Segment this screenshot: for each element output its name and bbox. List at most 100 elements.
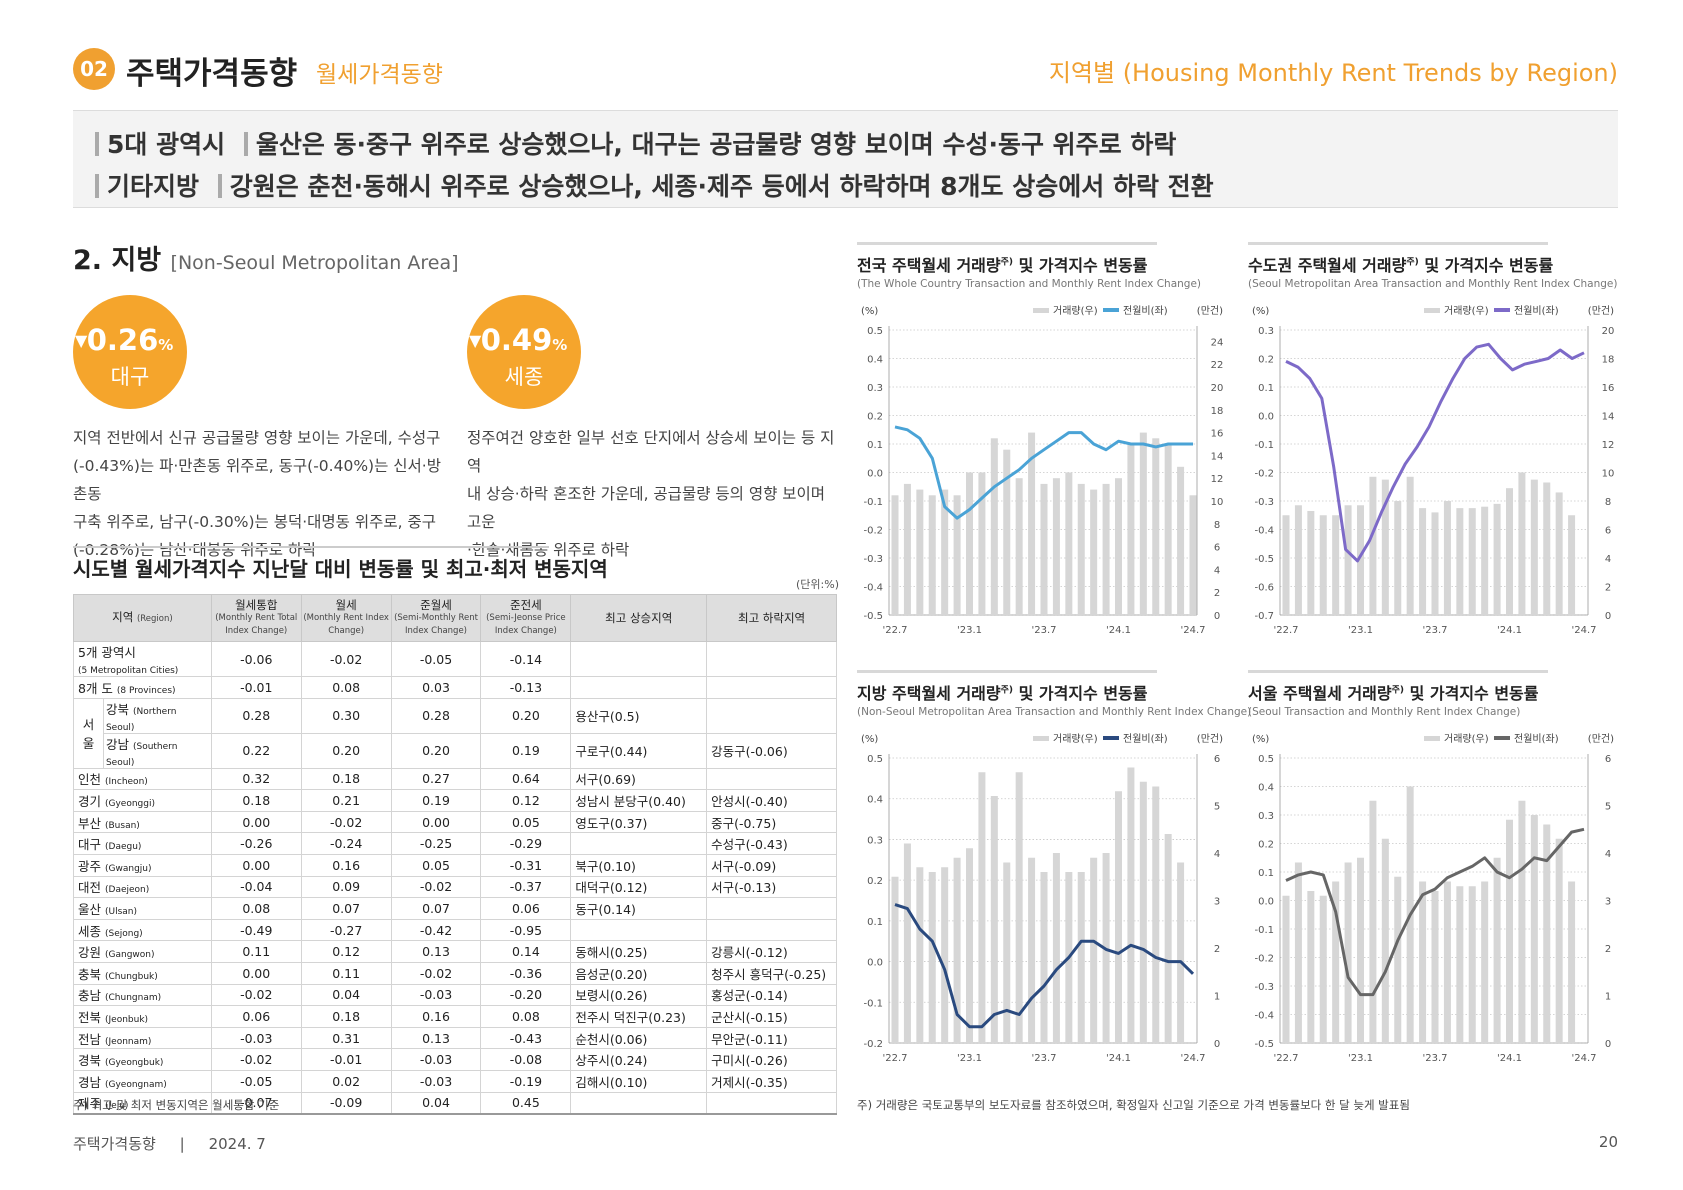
left-unit-label: (%) xyxy=(1252,306,1269,317)
table-row: 대구 (Daegu) -0.26 -0.24 -0.25 -0.29 수성구(-0.43) xyxy=(73,832,837,855)
chart-title: 지방 주택월세 거래량주) 및 가격지수 변동률 xyxy=(857,684,1148,703)
volume-bar xyxy=(941,489,949,615)
x-tick-label: '23.1 xyxy=(1348,1053,1373,1064)
volume-bar xyxy=(1344,505,1352,615)
top-fall-cell xyxy=(706,1091,837,1115)
volume-bar xyxy=(1530,479,1538,615)
header-title: 주택가격동향 xyxy=(126,56,298,92)
table-header-row: 지역 (Region) 월세통합 (Monthly Rent Total Inde… xyxy=(73,594,837,642)
value-cell: 0.16 xyxy=(390,1005,482,1028)
volume-bar xyxy=(1115,478,1122,615)
volume-bar xyxy=(1468,508,1476,615)
volume-bar xyxy=(1040,872,1048,1043)
col-header-top-rise: 최고 상승지역 xyxy=(570,594,708,642)
left-tick-label: 0.1 xyxy=(867,917,883,928)
left-tick-label: 0.0 xyxy=(1258,412,1274,423)
volume-bar xyxy=(1419,508,1427,615)
legend-line-label: 전월비(좌) xyxy=(1123,733,1168,745)
top-fall-cell xyxy=(706,676,837,699)
value-cell: 0.03 xyxy=(390,676,482,699)
top-rise-cell: 영도구(0.37) xyxy=(570,810,708,834)
volume-bar xyxy=(1555,838,1563,1043)
volume-bar xyxy=(928,872,936,1043)
value-cell: -0.06 xyxy=(210,641,302,677)
right-tick-label: 16 xyxy=(1602,383,1615,394)
value-cell: -0.05 xyxy=(210,1069,302,1093)
value-cell: 0.08 xyxy=(300,676,392,699)
volume-bar xyxy=(1518,472,1526,615)
value-cell: -0.13 xyxy=(480,676,572,699)
volume-bar xyxy=(1518,800,1526,1043)
right-tick-label: 0 xyxy=(1214,1039,1220,1050)
right-unit-label: (만건) xyxy=(1588,305,1614,317)
left-tick-label: 0.0 xyxy=(1258,897,1274,908)
left-tick-label: -0.5 xyxy=(1254,554,1274,565)
chart-top-rule xyxy=(1248,670,1548,673)
volume-bar xyxy=(1443,501,1451,615)
right-tick-label: 1 xyxy=(1214,992,1220,1003)
volume-bar xyxy=(1115,791,1122,1043)
volume-bar xyxy=(903,483,911,615)
chart-svg: (%) (만건) 거래량(우) 전월비(좌) 0.3 0.2 0.1 0.0 -0.1 -0.2 -… xyxy=(1252,305,1615,636)
legend-line-label: 전월비(좌) xyxy=(1123,305,1168,317)
right-tick-label: 4 xyxy=(1214,849,1220,860)
chart-subtitle: (The Whole Country Transaction and Month… xyxy=(857,278,1201,290)
top-rise-cell xyxy=(570,832,708,855)
volume-bar xyxy=(1015,772,1023,1043)
table-row: 경기 (Gyeonggi) 0.18 0.21 0.19 0.12 성남시 분당구(0.4… xyxy=(73,789,837,812)
legend-line-swatch xyxy=(1103,308,1119,312)
top-rise-cell: 상주시(0.24) xyxy=(570,1048,708,1071)
left-tick-label: -0.3 xyxy=(863,554,883,565)
top-fall-cell: 강릉시(-0.12) xyxy=(706,940,837,963)
value-cell: 0.32 xyxy=(210,767,302,791)
volume-bar xyxy=(1443,881,1451,1043)
legend-bar-swatch xyxy=(1033,308,1049,313)
table-row: 인천 (Incheon) 0.32 0.18 0.27 0.64 서구(0.69) xyxy=(73,767,837,791)
left-unit-label: (%) xyxy=(861,306,878,317)
left-tick-label: 0.5 xyxy=(867,754,883,765)
top-rise-cell: 음성군(0.20) xyxy=(570,961,708,985)
value-cell: -0.03 xyxy=(210,1026,302,1050)
right-tick-label: 6 xyxy=(1605,754,1611,765)
right-tick-label: 2 xyxy=(1214,588,1220,599)
value-cell: 0.09 xyxy=(300,875,392,899)
volume-bar xyxy=(1028,857,1036,1043)
volume-bar xyxy=(1419,881,1427,1043)
region-cell: 광주 (Gwangju) xyxy=(73,853,212,877)
x-tick-label: '22.7 xyxy=(882,1053,907,1064)
volume-bar xyxy=(1456,886,1464,1043)
right-tick-label: 0 xyxy=(1605,611,1611,622)
value-cell: 0.00 xyxy=(210,961,302,985)
right-tick-label: 1 xyxy=(1605,992,1611,1003)
change-line xyxy=(1285,342,1585,563)
highlight-circle-daegu: ▼ 0.26% 대구 xyxy=(73,295,187,409)
volume-bar xyxy=(1307,891,1315,1043)
chart-top-rule xyxy=(857,242,1157,245)
volume-bar xyxy=(1065,472,1073,615)
right-tick-label: 12 xyxy=(1602,440,1615,451)
volume-bar xyxy=(978,472,986,615)
top-fall-cell: 강동구(-0.06) xyxy=(706,732,837,769)
legend-bar-swatch xyxy=(1424,308,1440,313)
value-cell: 0.28 xyxy=(390,697,482,734)
left-tick-label: 0.4 xyxy=(867,795,883,806)
left-tick-label: -0.5 xyxy=(1254,1039,1274,1050)
left-tick-label: -0.6 xyxy=(1254,583,1274,594)
left-tick-label: -0.1 xyxy=(1254,440,1274,451)
volume-bar xyxy=(1319,895,1327,1043)
value-cell: -0.02 xyxy=(390,875,482,899)
value-cell: 0.11 xyxy=(210,940,302,963)
right-tick-label: 10 xyxy=(1211,497,1224,508)
volume-bar xyxy=(953,857,961,1043)
summary-label-1: 5대 광역시 xyxy=(107,130,226,159)
value-cell: -0.36 xyxy=(480,961,572,985)
section-title-en: [Non-Seoul Metropolitan Area] xyxy=(170,252,459,274)
left-tick-label: 0.2 xyxy=(867,876,883,887)
table-row: 강남 (Southern Seoul) 0.22 0.20 0.20 0.19 구로구(0… xyxy=(74,732,837,769)
volume-bar xyxy=(1381,838,1389,1043)
value-cell: 0.05 xyxy=(390,853,482,877)
value-cell: 0.27 xyxy=(390,767,482,791)
top-rise-cell: 동해시(0.25) xyxy=(570,940,708,963)
value-cell: -0.02 xyxy=(210,1048,302,1071)
volume-bar xyxy=(1139,781,1147,1043)
